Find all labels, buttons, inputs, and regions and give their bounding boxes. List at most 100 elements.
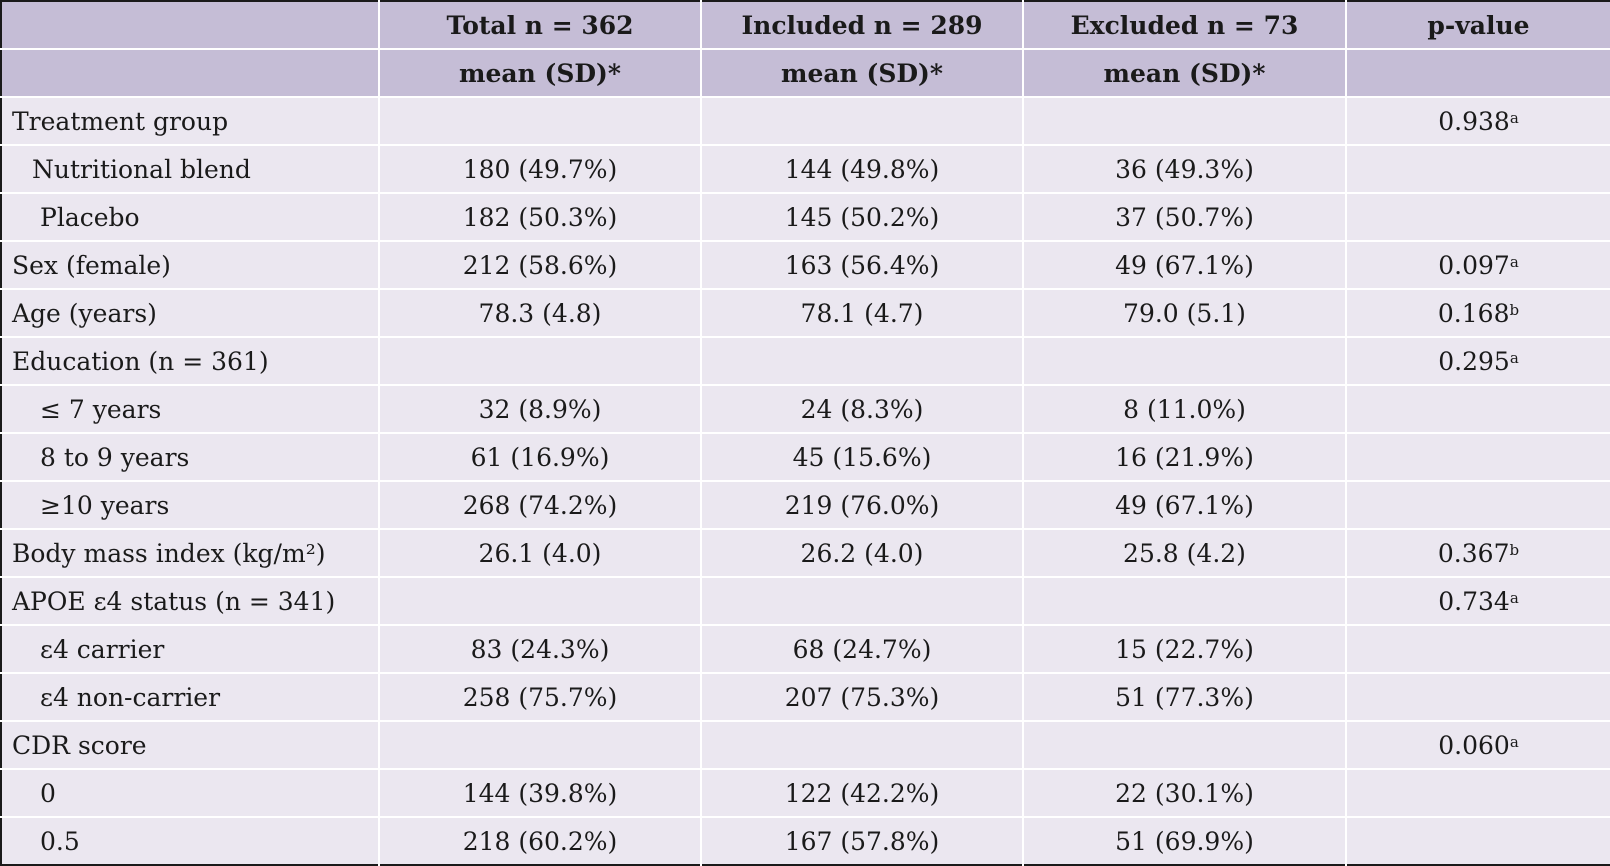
p-value-footnote-marker: b — [1509, 540, 1520, 559]
cell-included: 78.1 (4.7) — [700, 288, 1024, 338]
row-label: Education (n = 361) — [1, 336, 380, 386]
row-label: 0 — [1, 768, 380, 818]
cell-total: 78.3 (4.8) — [378, 288, 702, 338]
cell-total — [378, 336, 702, 386]
cell-included: 68 (24.7%) — [700, 624, 1024, 674]
p-value-footnote-marker: a — [1509, 108, 1519, 127]
cell-excluded: 51 (69.9%) — [1022, 816, 1347, 865]
cell-excluded: 8 (11.0%) — [1022, 384, 1347, 434]
cell-total: 26.1 (4.0) — [378, 528, 702, 578]
table-row: ≤ 7 years 32 (8.9%) 24 (8.3%) 8 (11.0%) — [1, 384, 1610, 434]
cell-excluded: 16 (21.9%) — [1022, 432, 1347, 482]
row-label: CDR score — [1, 720, 380, 770]
row-label: ε4 non-carrier — [1, 672, 380, 722]
cell-total: 212 (58.6%) — [378, 240, 702, 290]
table-row: ε4 non-carrier 258 (75.7%) 207 (75.3%) 51 (… — [1, 672, 1610, 722]
cell-excluded: 79.0 (5.1) — [1022, 288, 1347, 338]
p-value-footnote-marker: a — [1509, 348, 1519, 367]
cell-p-value — [1345, 816, 1610, 865]
cell-total: 180 (49.7%) — [378, 144, 702, 194]
cell-p-value: 0.097a — [1345, 240, 1610, 290]
cell-total — [378, 96, 702, 146]
row-label: APOE ε4 status (n = 341) — [1, 576, 380, 626]
table-row: Body mass index (kg/m²) 26.1 (4.0) 26.2 (4… — [1, 528, 1610, 578]
row-label: Nutritional blend — [1, 144, 380, 194]
cell-total: 83 (24.3%) — [378, 624, 702, 674]
cell-p-value: 0.734a — [1345, 576, 1610, 626]
cell-excluded — [1022, 336, 1347, 386]
cell-excluded — [1022, 576, 1347, 626]
table-row: Nutritional blend 180 (49.7%) 144 (49.8%) 3… — [1, 144, 1610, 194]
table-row: APOE ε4 status (n = 341) 0.734a — [1, 576, 1610, 626]
p-value-text: 0.097 — [1438, 250, 1510, 280]
cell-included — [700, 720, 1024, 770]
cell-p-value: 0.060a — [1345, 720, 1610, 770]
cell-p-value — [1345, 624, 1610, 674]
cell-included: 163 (56.4%) — [700, 240, 1024, 290]
cell-total: 258 (75.7%) — [378, 672, 702, 722]
table-header: Total n = 362 Included n = 289 Excluded … — [1, 1, 1610, 98]
row-label: Placebo — [1, 192, 380, 242]
cell-excluded: 51 (77.3%) — [1022, 672, 1347, 722]
cell-p-value — [1345, 480, 1610, 530]
cell-excluded — [1022, 720, 1347, 770]
row-label: 8 to 9 years — [1, 432, 380, 482]
cell-included: 144 (49.8%) — [700, 144, 1024, 194]
header-cell-label — [1, 1, 380, 50]
row-label: Sex (female) — [1, 240, 380, 290]
row-label: ε4 carrier — [1, 624, 380, 674]
header-cell-excluded: Excluded n = 73 — [1022, 1, 1347, 50]
cell-included: 219 (76.0%) — [700, 480, 1024, 530]
p-value-text: 0.367 — [1437, 538, 1510, 568]
cell-excluded: 25.8 (4.2) — [1022, 528, 1347, 578]
row-label: Age (years) — [1, 288, 380, 338]
cell-included: 24 (8.3%) — [700, 384, 1024, 434]
subheader-cell-included: mean (SD)* — [700, 48, 1024, 98]
table-row: Placebo 182 (50.3%) 145 (50.2%) 37 (50.7%) — [1, 192, 1610, 242]
row-label: Body mass index (kg/m²) — [1, 528, 380, 578]
p-value-text: 0.734 — [1438, 586, 1510, 616]
cell-excluded: 49 (67.1%) — [1022, 240, 1347, 290]
p-value-text: 0.168 — [1437, 298, 1510, 328]
table-row: Education (n = 361) 0.295a — [1, 336, 1610, 386]
p-value-footnote-marker: a — [1509, 588, 1519, 607]
cell-included — [700, 336, 1024, 386]
p-value-text: 0.060 — [1438, 730, 1510, 760]
cell-included: 145 (50.2%) — [700, 192, 1024, 242]
cell-excluded: 37 (50.7%) — [1022, 192, 1347, 242]
cell-total — [378, 576, 702, 626]
header-row-1: Total n = 362 Included n = 289 Excluded … — [1, 1, 1610, 50]
table-row: CDR score 0.060a — [1, 720, 1610, 770]
p-value-footnote-marker: a — [1509, 252, 1519, 271]
row-label: 0.5 — [1, 816, 380, 865]
table-row: Sex (female) 212 (58.6%) 163 (56.4%) 49 (67… — [1, 240, 1610, 290]
cell-excluded: 15 (22.7%) — [1022, 624, 1347, 674]
cell-included — [700, 576, 1024, 626]
table-row: ≥10 years 268 (74.2%) 219 (76.0%) 49 (67.1%… — [1, 480, 1610, 530]
cell-excluded: 49 (67.1%) — [1022, 480, 1347, 530]
cell-total — [378, 720, 702, 770]
cell-p-value: 0.367b — [1345, 528, 1610, 578]
table-row: Age (years) 78.3 (4.8) 78.1 (4.7) 79.0 (5.1… — [1, 288, 1610, 338]
header-row-2: mean (SD)* mean (SD)* mean (SD)* — [1, 48, 1610, 98]
p-value-text: 0.295 — [1438, 346, 1510, 376]
header-cell-total: Total n = 362 — [378, 1, 702, 50]
p-value-footnote-marker: a — [1509, 732, 1519, 751]
cell-p-value — [1345, 144, 1610, 194]
cell-included: 207 (75.3%) — [700, 672, 1024, 722]
cell-p-value — [1345, 192, 1610, 242]
cell-included: 122 (42.2%) — [700, 768, 1024, 818]
cell-p-value — [1345, 672, 1610, 722]
table-row: 0.5 218 (60.2%) 167 (57.8%) 51 (69.9%) — [1, 816, 1610, 865]
subheader-cell-total: mean (SD)* — [378, 48, 702, 98]
row-label: ≥10 years — [1, 480, 380, 530]
cell-included: 26.2 (4.0) — [700, 528, 1024, 578]
cell-p-value: 0.938a — [1345, 96, 1610, 146]
cell-total: 268 (74.2%) — [378, 480, 702, 530]
cell-total: 182 (50.3%) — [378, 192, 702, 242]
header-cell-p-value: p-value — [1345, 1, 1610, 50]
cell-total: 61 (16.9%) — [378, 432, 702, 482]
table-row: Treatment group 0.938a — [1, 96, 1610, 146]
